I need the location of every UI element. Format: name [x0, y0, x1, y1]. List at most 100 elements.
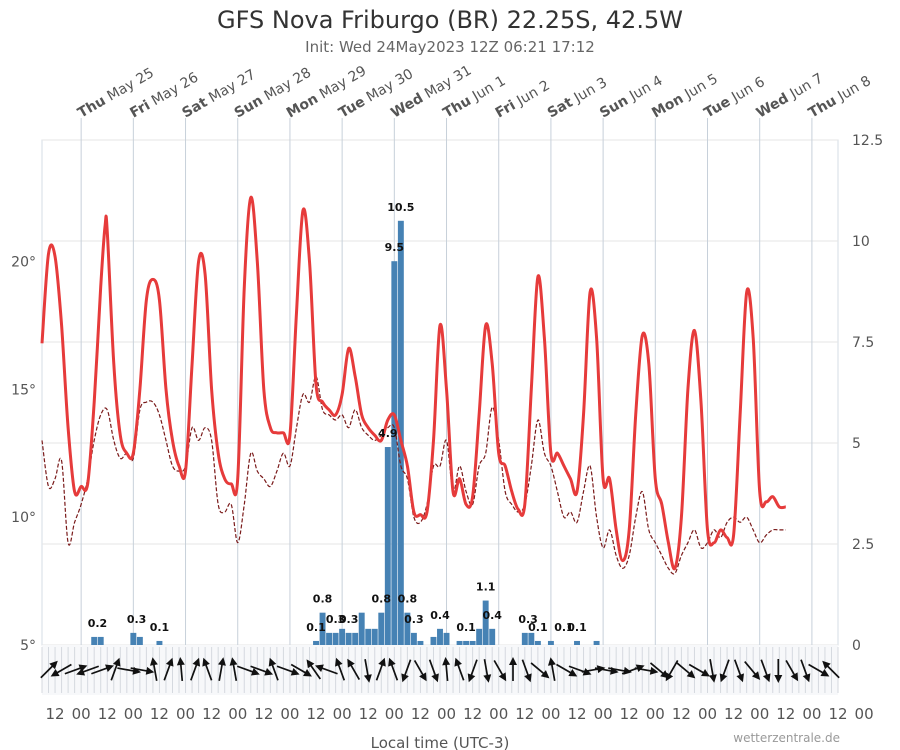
wind-arrow-head	[303, 669, 312, 677]
hour-tick-label: 00	[750, 705, 769, 723]
hour-tick-label: 12	[724, 705, 743, 723]
hour-tick-label: 00	[228, 705, 247, 723]
precipitation-bar	[345, 632, 352, 645]
wind-arrow-head	[454, 657, 462, 667]
wind-arrow	[290, 663, 312, 677]
hour-tick-label: 12	[150, 705, 169, 723]
wind-arrow	[733, 659, 744, 683]
wind-arrow-head	[509, 657, 517, 665]
hour-tick-label: 12	[828, 705, 847, 723]
right-axis-tick: 0	[852, 638, 861, 654]
wind-arrow	[229, 657, 238, 681]
wind-arrow-head	[665, 672, 674, 682]
precipitation-bar	[489, 628, 496, 645]
chart-title: GFS Nova Friburgo (BR) 22.25S, 42.5W	[217, 6, 683, 34]
wind-arrow-head	[378, 657, 386, 667]
precipitation-label: 0.8	[372, 593, 392, 606]
wind-arrow	[719, 659, 730, 683]
precipitation-label: 0.3	[326, 613, 346, 626]
wind-arrow-head	[802, 673, 811, 683]
wind-arrow-head	[49, 660, 58, 670]
hour-tick-label: 12	[620, 705, 639, 723]
precipitation-bar	[410, 632, 417, 645]
precipitation-bar	[456, 640, 463, 645]
hour-tick-label: 12	[567, 705, 586, 723]
precipitation-bar	[593, 640, 600, 645]
hour-tick-label: 12	[202, 705, 221, 723]
precipitation-bar	[91, 636, 98, 645]
precipitation-bar	[319, 612, 326, 645]
precipitation-bar	[156, 640, 163, 645]
precipitation-bar	[371, 628, 378, 645]
hour-tick-label: 12	[776, 705, 795, 723]
wind-arrow-head	[790, 672, 799, 682]
wind-arrow	[808, 663, 830, 677]
wind-arrow-head	[314, 664, 324, 673]
hour-tick-label: 00	[72, 705, 91, 723]
precipitation-bar	[391, 261, 398, 645]
hour-tick-label: 12	[359, 705, 378, 723]
wind-arrow	[401, 659, 412, 683]
wind-arrow	[375, 657, 386, 681]
wind-arrow	[76, 665, 100, 676]
wind-arrows	[40, 657, 840, 683]
wind-arrow	[276, 665, 300, 676]
hour-tick-label: 12	[306, 705, 325, 723]
wind-arrow-head	[165, 657, 174, 667]
precipitation-label: 0.1	[150, 621, 170, 634]
wind-arrow-head	[701, 669, 710, 677]
precipitation-bar	[437, 628, 443, 645]
wind-arrow	[785, 660, 799, 682]
wind-arrow	[556, 663, 578, 677]
left-axis-tick: 5°	[20, 638, 36, 654]
wind-arrow	[454, 657, 465, 681]
wind-arrow	[91, 664, 114, 675]
hour-ticks: 12 00 12 00 12 00 12 00 12 00 12 00 12 00 12 00 12 00 12 00…	[46, 705, 874, 723]
wind-arrow	[110, 657, 121, 681]
wind-arrow-head	[686, 670, 696, 679]
precipitation-bar	[326, 632, 333, 645]
hour-tick-label: 00	[437, 705, 456, 723]
wind-arrow	[190, 657, 201, 681]
day-label-date: Jun 8	[831, 73, 873, 107]
left-axis-tick: 20°	[11, 254, 36, 270]
precipitation-bar	[384, 447, 391, 645]
wind-arrow-head	[483, 674, 492, 683]
temperature-line	[40, 195, 787, 571]
wind-arrow-head	[524, 673, 532, 683]
wind-arrow	[744, 661, 761, 680]
precipitation-bar	[476, 628, 483, 645]
hour-tick-label: 00	[646, 705, 665, 723]
precipitation-bar	[378, 612, 385, 645]
precipitation-bar	[332, 632, 339, 645]
wind-arrow	[314, 664, 338, 675]
hour-tick-label: 00	[385, 705, 404, 723]
wind-arrow-head	[762, 673, 771, 683]
left-axis-tick: 10°	[11, 510, 36, 526]
wind-arrow-head	[719, 673, 728, 683]
wind-arrow	[509, 657, 517, 681]
wind-arrow-head	[431, 673, 439, 683]
wind-arrow-head	[568, 669, 578, 677]
hour-tick-label: 12	[98, 705, 117, 723]
wind-arrow	[202, 657, 213, 681]
wind-arrow	[268, 657, 279, 681]
precipitation-bar	[547, 640, 554, 645]
precipitation-label: 0.1	[528, 621, 548, 634]
wind-arrow-head	[751, 671, 761, 680]
wind-arrow	[493, 660, 507, 682]
precipitation-label: 4.9	[378, 427, 398, 440]
plot-area	[41, 139, 839, 646]
hour-tick-label: 12	[463, 705, 482, 723]
wind-arrow-head	[112, 657, 121, 667]
precipitation-bar	[97, 636, 104, 645]
precipitation-bar	[339, 628, 346, 645]
wind-arrow-head	[176, 657, 185, 666]
precipitation-bar	[352, 632, 359, 645]
wind-arrow	[708, 659, 717, 683]
wind-arrow	[250, 665, 274, 676]
wind-arrow	[547, 657, 556, 681]
wind-arrow-head	[820, 669, 830, 677]
wind-arrow	[530, 662, 550, 679]
precipitation-label: 10.5	[387, 201, 414, 214]
